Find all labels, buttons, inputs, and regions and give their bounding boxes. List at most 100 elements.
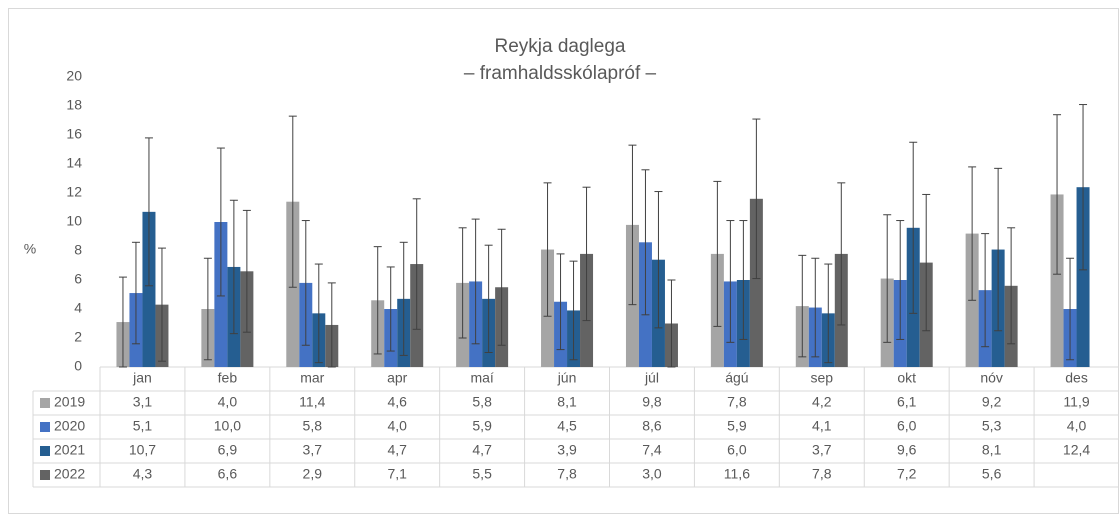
table-value: 11,6 <box>724 466 750 482</box>
error-bar <box>288 115 297 288</box>
x-tick-label: okt <box>897 370 916 386</box>
table-value: 10,0 <box>214 418 241 434</box>
table-value: 8,1 <box>982 442 1002 458</box>
y-tick-label: 6 <box>74 271 82 287</box>
error-bar <box>896 220 905 340</box>
error-bar <box>301 220 310 346</box>
table-value: 7,8 <box>727 394 747 410</box>
error-bar <box>131 241 140 345</box>
table-value: 6,6 <box>218 466 238 482</box>
x-tick-label: nóv <box>980 370 1003 386</box>
error-bar <box>968 166 977 301</box>
error-bar <box>399 241 408 356</box>
error-bar <box>373 246 382 355</box>
table-value: 5,5 <box>472 466 492 482</box>
legend-swatch <box>40 470 50 480</box>
y-tick-label: 16 <box>66 126 82 142</box>
legend-swatch <box>40 446 50 456</box>
error-bar <box>981 233 990 348</box>
error-bar <box>242 209 251 333</box>
table-value: 4,0 <box>218 394 238 410</box>
table-value: 8,6 <box>642 418 662 434</box>
x-tick-label: feb <box>218 370 238 386</box>
legend-swatch <box>40 422 50 432</box>
y-tick-label: 20 <box>66 68 82 84</box>
error-bar <box>654 191 663 329</box>
error-bar <box>922 193 931 332</box>
error-bar <box>386 266 395 352</box>
x-tick-label: jún <box>557 370 577 386</box>
table-value: 3,7 <box>303 442 323 458</box>
error-bar <box>667 279 676 368</box>
table-value: 7,8 <box>812 466 832 482</box>
chart-border <box>8 8 1119 514</box>
table-value: 9,8 <box>642 394 662 410</box>
error-bar <box>144 137 153 287</box>
error-bar <box>1066 257 1075 361</box>
y-tick-label: 14 <box>66 155 82 171</box>
error-bar <box>1079 104 1088 271</box>
error-bar <box>752 118 761 280</box>
chart-title: Reykja daglega <box>495 36 626 57</box>
table-value: 5,9 <box>472 418 492 434</box>
error-bar <box>556 253 565 351</box>
chart-subtitle: – framhaldsskólapróf – <box>464 63 657 84</box>
table-value: 5,8 <box>303 418 323 434</box>
table-value: 7,2 <box>897 466 917 482</box>
error-bar <box>569 260 578 361</box>
error-bar <box>726 220 735 343</box>
error-bar <box>458 227 467 339</box>
table-value: 3,7 <box>812 442 832 458</box>
y-tick-label: 12 <box>66 184 82 200</box>
table-value: 11,9 <box>1063 394 1089 410</box>
error-bar <box>713 180 722 327</box>
table-value: 3,1 <box>133 394 153 410</box>
error-bar <box>824 263 833 364</box>
y-tick-label: 0 <box>74 358 82 374</box>
error-bar <box>314 263 323 364</box>
error-bar <box>1053 114 1062 275</box>
error-bar <box>203 257 212 361</box>
bar <box>1076 187 1090 367</box>
y-tick-label: 10 <box>66 213 82 229</box>
table-value: 5,6 <box>982 466 1002 482</box>
error-bar <box>909 141 918 314</box>
error-bar <box>412 198 421 330</box>
error-bar <box>994 167 1003 332</box>
bar <box>142 211 156 367</box>
x-tick-label: júl <box>644 370 659 386</box>
error-bar <box>798 254 807 358</box>
x-tick-label: des <box>1065 370 1088 386</box>
error-bar <box>1007 227 1016 345</box>
error-bar <box>837 182 846 326</box>
table-value: 4,7 <box>472 442 492 458</box>
x-tick-label: mar <box>300 370 324 386</box>
error-bar <box>157 247 166 362</box>
table-value: 4,0 <box>387 418 407 434</box>
error-bar <box>118 276 127 368</box>
table-value: 11,4 <box>299 394 325 410</box>
table-value: 4,2 <box>812 394 832 410</box>
error-bar <box>739 220 748 340</box>
table-value: 5,3 <box>982 418 1002 434</box>
y-axis-label: % <box>24 241 36 257</box>
error-bar <box>543 182 552 317</box>
legend-swatch <box>40 398 50 408</box>
bar <box>1050 194 1064 367</box>
y-tick-label: 2 <box>74 329 82 345</box>
error-bar <box>628 144 637 306</box>
error-bar <box>883 214 892 343</box>
error-bar <box>582 186 591 322</box>
table-value: 5,8 <box>472 394 492 410</box>
x-tick-label: apr <box>387 370 408 386</box>
table-value: 6,0 <box>727 442 747 458</box>
table-value: 4,5 <box>557 418 577 434</box>
table-value: 3,0 <box>642 466 662 482</box>
y-tick-label: 4 <box>74 300 82 316</box>
table-value: 7,1 <box>387 466 407 482</box>
x-tick-label: ágú <box>725 370 748 386</box>
bar <box>749 198 763 367</box>
error-bar <box>641 169 650 316</box>
legend-label: 2021 <box>54 442 85 458</box>
table-value: 4,3 <box>133 466 153 482</box>
